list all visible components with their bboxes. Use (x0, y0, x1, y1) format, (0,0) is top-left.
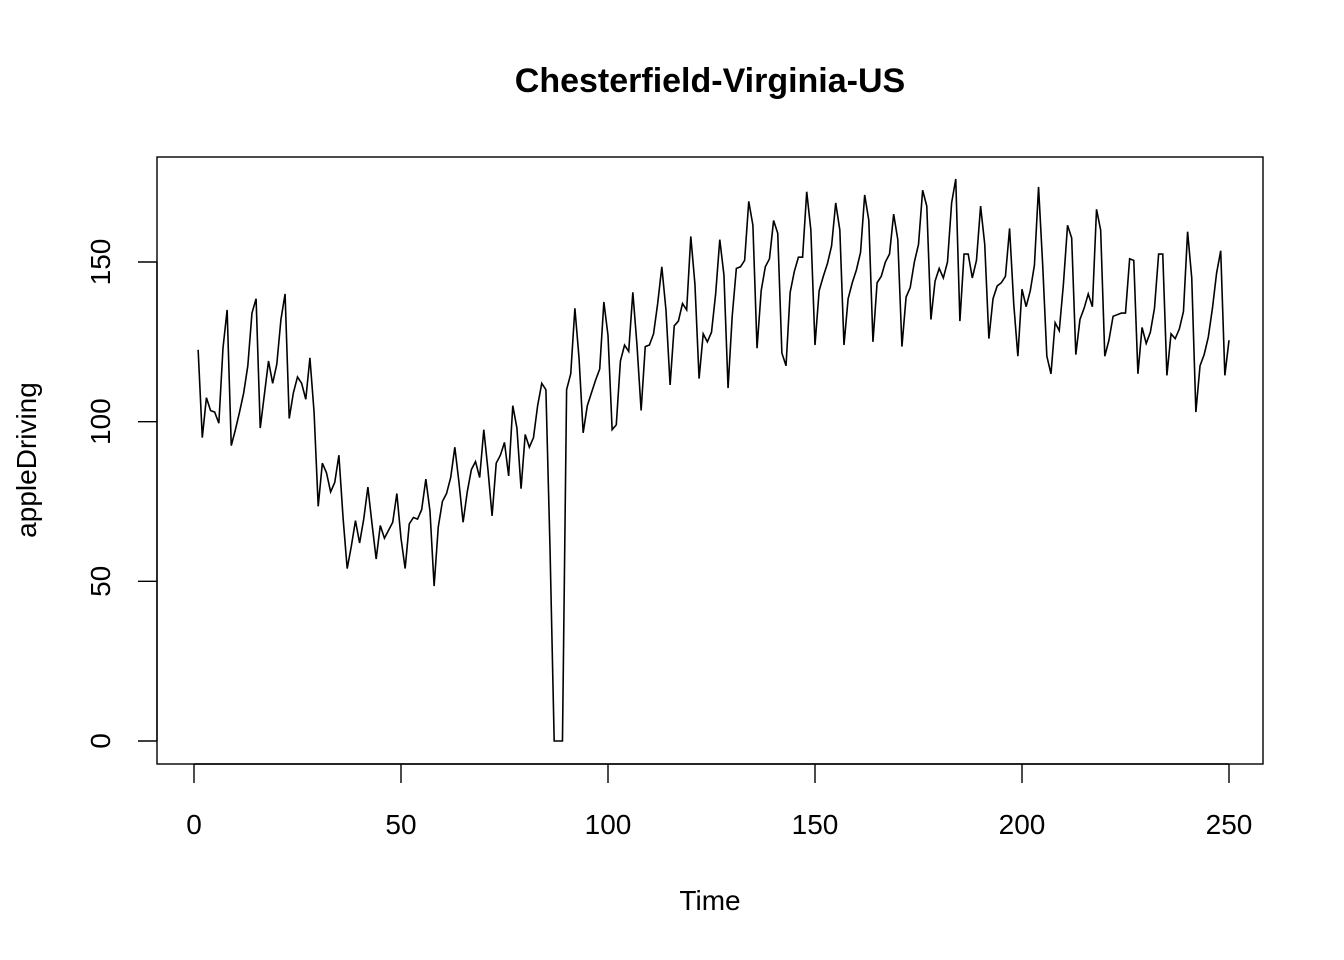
y-axis: 0 50 100 150 (85, 239, 158, 749)
x-tick-label: 0 (186, 809, 202, 840)
x-tick-label: 100 (585, 809, 632, 840)
x-tick-label: 150 (792, 809, 839, 840)
y-tick-label: 100 (85, 398, 116, 445)
y-tick-label: 50 (85, 566, 116, 597)
x-axis-label: Time (679, 885, 740, 916)
y-tick-label: 0 (85, 733, 116, 749)
y-tick-label: 150 (85, 239, 116, 286)
y-axis-label: appleDriving (11, 382, 42, 538)
plot-frame (156, 156, 1264, 765)
x-tick-label: 50 (385, 809, 416, 840)
series-line-appleDriving (197, 178, 1230, 742)
chart-title: Chesterfield-Virginia-US (515, 62, 905, 100)
x-tick-label: 200 (999, 809, 1046, 840)
x-tick-label: 250 (1206, 809, 1253, 840)
x-axis: 0 50 100 150 200 250 (186, 763, 1253, 840)
